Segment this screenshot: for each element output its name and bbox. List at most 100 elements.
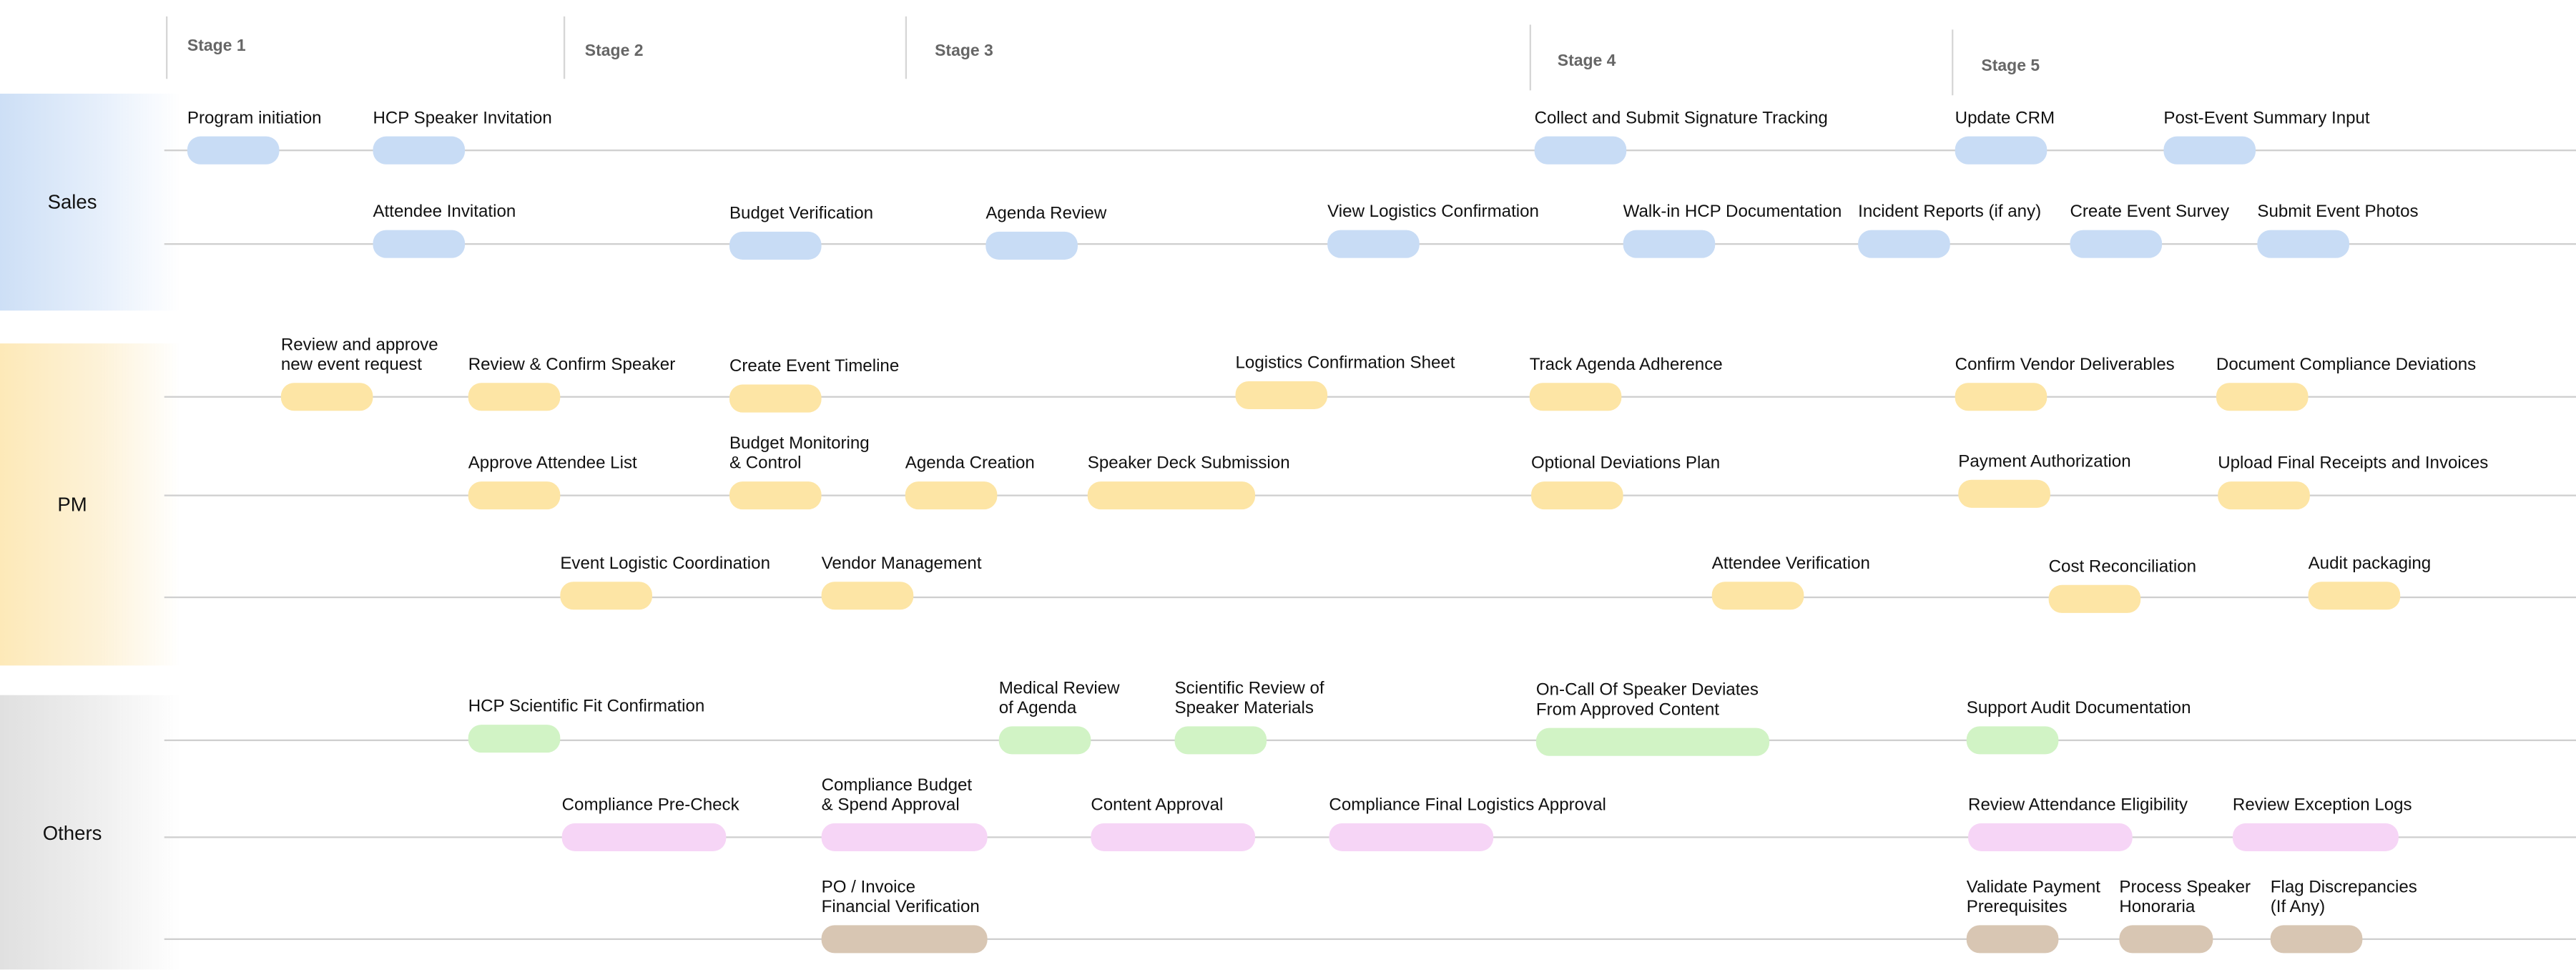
- stage-divider: [1952, 29, 1954, 96]
- task-label: Budget Monitoring & Control: [729, 433, 870, 474]
- task-pill[interactable]: Walk-in HCP Documentation: [1623, 202, 1842, 258]
- task-pill[interactable]: Budget Monitoring & Control: [729, 433, 870, 510]
- task-pill[interactable]: Review and approve new event request: [280, 335, 438, 411]
- task-label: Medical Review of Agenda: [998, 678, 1120, 718]
- task-pill[interactable]: Validate Payment Prerequisites: [1966, 878, 2100, 954]
- task-pill[interactable]: Agenda Creation: [905, 454, 1035, 510]
- task-pill[interactable]: Create Event Survey: [2070, 202, 2229, 258]
- task-pill[interactable]: Track Agenda Adherence: [1529, 355, 1723, 411]
- stage-1-label: Stage 1: [187, 37, 246, 57]
- task-label: Optional Deviations Plan: [1530, 454, 1721, 474]
- task-pill[interactable]: Vendor Management: [821, 554, 982, 610]
- task-pill[interactable]: PO / Invoice Financial Verification: [821, 878, 988, 954]
- task-pill[interactable]: Post-Event Summary Input: [2163, 109, 2370, 165]
- task-pill[interactable]: Flag Discrepancies (If Any): [2270, 878, 2417, 954]
- stage-5-label: Stage 5: [1981, 57, 2040, 76]
- task-label: Flag Discrepancies (If Any): [2270, 877, 2417, 917]
- task-pill[interactable]: HCP Scientific Fit Confirmation: [468, 697, 704, 753]
- task-label: Post-Event Summary Input: [2163, 108, 2370, 129]
- task-label: Update CRM: [1955, 108, 2055, 129]
- task-label: Budget Verification: [729, 203, 874, 224]
- task-label: Validate Payment Prerequisites: [1966, 877, 2101, 917]
- task-label: Create Event Survey: [2070, 202, 2230, 222]
- task-pill[interactable]: View Logistics Confirmation: [1327, 202, 1539, 258]
- task-label: Compliance Pre-Check: [561, 795, 739, 815]
- task-label: Agenda Review: [985, 203, 1107, 224]
- task-pill[interactable]: Approve Attendee List: [468, 454, 637, 510]
- stage-divider: [563, 16, 566, 79]
- task-label: Confirm Vendor Deliverables: [1955, 355, 2175, 375]
- task-label: Process Speaker Honoraria: [2119, 877, 2251, 917]
- task-pill[interactable]: Confirm Vendor Deliverables: [1955, 355, 2175, 411]
- task-label: Cost Reconciliation: [2048, 557, 2197, 577]
- task-label: Payment Authorization: [1958, 451, 2131, 472]
- task-pill[interactable]: Incident Reports (if any): [1858, 202, 2041, 258]
- task-pill[interactable]: Document Compliance Deviations: [2216, 355, 2476, 411]
- task-pill[interactable]: Budget Verification: [729, 204, 873, 260]
- task-label: Upload Final Receipts and Invoices: [2218, 454, 2489, 474]
- task-pill[interactable]: Update CRM: [1955, 109, 2055, 165]
- task-label: Program initiation: [187, 108, 322, 129]
- task-label: Compliance Budget & Spend Approval: [821, 775, 973, 815]
- task-pill[interactable]: Compliance Budget & Spend Approval: [821, 775, 988, 851]
- task-label: Agenda Creation: [905, 454, 1035, 474]
- task-label: Content Approval: [1091, 795, 1224, 815]
- task-pill[interactable]: Agenda Review: [985, 204, 1106, 260]
- task-pill[interactable]: Compliance Final Logistics Approval: [1329, 795, 1606, 851]
- task-label: Create Event Timeline: [729, 356, 900, 377]
- lane-label: PM: [57, 493, 87, 516]
- task-pill[interactable]: Content Approval: [1091, 795, 1256, 851]
- row-line: [164, 396, 2576, 398]
- task-pill[interactable]: Medical Review of Agenda: [998, 679, 1120, 755]
- task-label: Review Exception Logs: [2232, 795, 2412, 815]
- task-pill[interactable]: Compliance Pre-Check: [561, 795, 739, 851]
- task-pill[interactable]: Collect and Submit Signature Tracking: [1534, 109, 1828, 165]
- task-pill[interactable]: Payment Authorization: [1958, 452, 2131, 508]
- task-label: Incident Reports (if any): [1858, 202, 2042, 222]
- row-line: [164, 150, 2576, 152]
- task-label: HCP Speaker Invitation: [373, 108, 552, 129]
- task-pill[interactable]: Create Event Timeline: [729, 356, 899, 413]
- task-label: Walk-in HCP Documentation: [1623, 202, 1842, 222]
- task-label: Review Attendance Eligibility: [1968, 795, 2188, 815]
- lane-sales: Sales: [0, 93, 181, 311]
- stage-2-label: Stage 2: [584, 42, 644, 61]
- task-label: Attendee Verification: [1711, 554, 1870, 574]
- task-label: Collect and Submit Signature Tracking: [1534, 108, 1828, 129]
- task-pill[interactable]: Support Audit Documentation: [1966, 698, 2191, 755]
- task-label: Compliance Final Logistics Approval: [1329, 795, 1606, 815]
- task-label: Vendor Management: [821, 554, 982, 574]
- task-pill[interactable]: Review & Confirm Speaker: [468, 355, 675, 411]
- task-pill[interactable]: Attendee Verification: [1711, 554, 1870, 610]
- task-pill[interactable]: Submit Event Photos: [2257, 202, 2419, 258]
- stage-4-label: Stage 4: [1557, 52, 1616, 71]
- task-pill[interactable]: On-Call Of Speaker Deviates From Approve…: [1535, 680, 1770, 756]
- stage-divider: [1529, 24, 1531, 91]
- task-label: PO / Invoice Financial Verification: [821, 877, 980, 917]
- task-pill[interactable]: Cost Reconciliation: [2048, 557, 2196, 613]
- lane-label: Sales: [47, 190, 97, 214]
- task-pill[interactable]: Program initiation: [187, 109, 322, 165]
- task-pill[interactable]: Attendee Invitation: [373, 202, 516, 258]
- task-pill[interactable]: Review Exception Logs: [2232, 795, 2412, 851]
- task-pill[interactable]: Upload Final Receipts and Invoices: [2218, 454, 2488, 510]
- task-label: On-Call Of Speaker Deviates From Approve…: [1535, 680, 1759, 720]
- task-pill[interactable]: Event Logistic Coordination: [560, 554, 770, 610]
- task-pill[interactable]: Review Attendance Eligibility: [1968, 795, 2188, 851]
- task-pill[interactable]: Optional Deviations Plan: [1530, 454, 1720, 510]
- task-label: Scientific Review of Speaker Materials: [1174, 678, 1324, 718]
- task-label: Audit packaging: [2308, 554, 2432, 574]
- task-pill[interactable]: HCP Speaker Invitation: [373, 109, 552, 165]
- task-label: Submit Event Photos: [2257, 202, 2419, 222]
- task-pill[interactable]: Process Speaker Honoraria: [2119, 878, 2251, 954]
- task-pill[interactable]: Speaker Deck Submission: [1087, 454, 1290, 510]
- task-label: View Logistics Confirmation: [1327, 202, 1539, 222]
- task-label: HCP Scientific Fit Confirmation: [468, 697, 705, 717]
- task-pill[interactable]: Logistics Confirmation Sheet: [1235, 353, 1455, 410]
- task-pill[interactable]: Scientific Review of Speaker Materials: [1174, 679, 1324, 755]
- task-pill[interactable]: Audit packaging: [2308, 554, 2431, 610]
- row-line: [164, 494, 2576, 496]
- task-label: Track Agenda Adherence: [1529, 355, 1723, 375]
- stage-divider: [166, 16, 168, 79]
